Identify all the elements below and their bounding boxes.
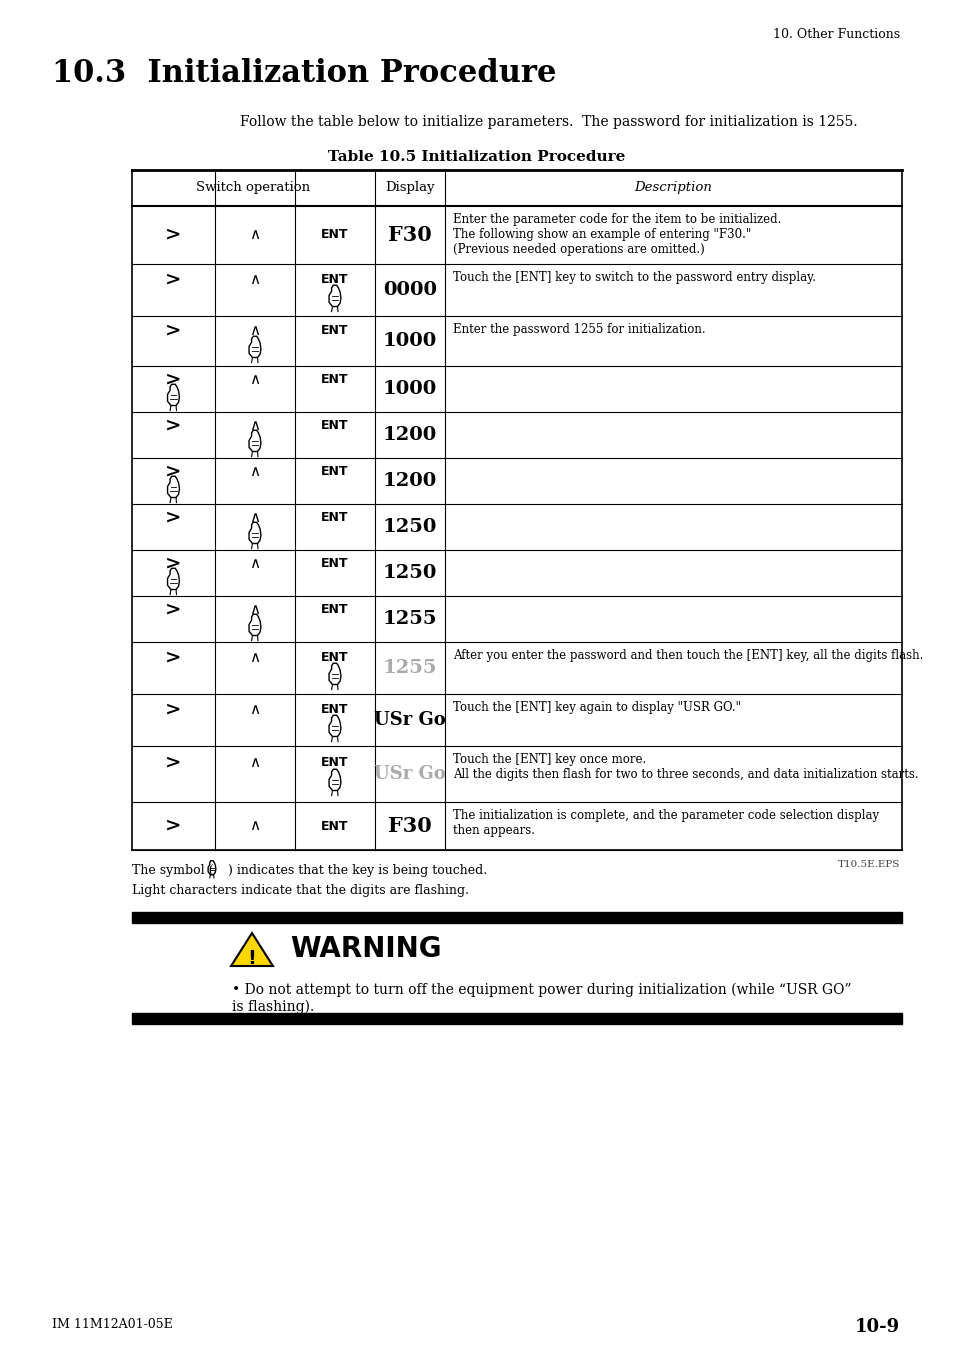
Text: ∧: ∧ <box>249 373 260 386</box>
Text: >: > <box>165 370 181 389</box>
Polygon shape <box>231 934 273 966</box>
Text: >: > <box>165 701 181 719</box>
Text: 1250: 1250 <box>382 517 436 536</box>
Text: 1200: 1200 <box>382 426 436 444</box>
Text: 1000: 1000 <box>382 332 436 350</box>
Text: Table 10.5 Initialization Procedure: Table 10.5 Initialization Procedure <box>328 150 625 163</box>
Text: !: ! <box>247 948 256 967</box>
Text: F30: F30 <box>388 226 432 245</box>
Text: ENT: ENT <box>321 757 349 769</box>
Text: >: > <box>165 226 181 245</box>
Text: ∧: ∧ <box>249 703 260 716</box>
Text: 1250: 1250 <box>382 563 436 582</box>
Text: Enter the password 1255 for initialization.: Enter the password 1255 for initializati… <box>453 323 705 336</box>
Text: >: > <box>165 817 181 835</box>
Text: >: > <box>165 463 181 481</box>
Text: ENT: ENT <box>321 820 349 832</box>
Text: T10.5E.EPS: T10.5E.EPS <box>837 861 899 869</box>
Text: >: > <box>165 555 181 573</box>
Bar <box>132 912 901 923</box>
Text: ∧: ∧ <box>249 651 260 665</box>
Text: >: > <box>165 601 181 619</box>
Text: ∧: ∧ <box>249 228 260 242</box>
Text: ENT: ENT <box>321 228 349 242</box>
Text: After you enter the password and then touch the [ENT] key, all the digits flash.: After you enter the password and then to… <box>453 648 923 662</box>
Text: ENT: ENT <box>321 511 349 524</box>
Text: Touch the [ENT] key once more.
All the digits then flash for two to three second: Touch the [ENT] key once more. All the d… <box>453 753 918 781</box>
Text: F30: F30 <box>388 816 432 836</box>
Text: USr Go: USr Go <box>374 711 445 730</box>
Text: >: > <box>165 509 181 527</box>
Text: ∧: ∧ <box>249 273 260 286</box>
Text: >: > <box>165 754 181 771</box>
Text: >: > <box>165 322 181 340</box>
Text: ENT: ENT <box>321 419 349 432</box>
Text: The initialization is complete, and the parameter code selection display
then ap: The initialization is complete, and the … <box>453 809 879 838</box>
Text: Switch operation: Switch operation <box>196 181 311 195</box>
Text: >: > <box>165 417 181 435</box>
Text: 1000: 1000 <box>382 380 436 399</box>
Text: ENT: ENT <box>321 604 349 616</box>
Text: ∧: ∧ <box>249 819 260 834</box>
Text: 10.3  Initialization Procedure: 10.3 Initialization Procedure <box>52 58 556 89</box>
Text: WARNING: WARNING <box>290 935 441 963</box>
Text: ∧: ∧ <box>249 419 260 432</box>
Text: 10-9: 10-9 <box>854 1319 899 1336</box>
Text: ENT: ENT <box>321 651 349 665</box>
Text: Description: Description <box>634 181 712 195</box>
Text: The symbol (: The symbol ( <box>132 865 213 877</box>
Text: ENT: ENT <box>321 465 349 478</box>
Text: >: > <box>165 648 181 666</box>
Text: ∧: ∧ <box>249 511 260 524</box>
Text: USr Go: USr Go <box>374 765 445 784</box>
Bar <box>132 1013 901 1024</box>
Text: ∧: ∧ <box>249 324 260 338</box>
Text: Display: Display <box>385 181 435 195</box>
Text: ENT: ENT <box>321 558 349 570</box>
Text: Follow the table below to initialize parameters.  The password for initializatio: Follow the table below to initialize par… <box>240 115 857 128</box>
Text: ENT: ENT <box>321 273 349 286</box>
Text: Light characters indicate that the digits are flashing.: Light characters indicate that the digit… <box>132 884 469 897</box>
Text: 1200: 1200 <box>382 471 436 490</box>
Text: Touch the [ENT] key again to display "USR GO.": Touch the [ENT] key again to display "US… <box>453 701 740 713</box>
Text: ∧: ∧ <box>249 557 260 571</box>
Text: 1255: 1255 <box>382 659 436 677</box>
Text: >: > <box>165 270 181 289</box>
Text: ENT: ENT <box>321 324 349 338</box>
Text: ENT: ENT <box>321 703 349 716</box>
Text: ∧: ∧ <box>249 465 260 478</box>
Text: ENT: ENT <box>321 373 349 386</box>
Text: 0000: 0000 <box>382 281 436 299</box>
Text: Touch the [ENT] key to switch to the password entry display.: Touch the [ENT] key to switch to the pas… <box>453 272 815 284</box>
Text: 1255: 1255 <box>382 611 436 628</box>
Text: ) indicates that the key is being touched.: ) indicates that the key is being touche… <box>228 865 487 877</box>
Text: IM 11M12A01-05E: IM 11M12A01-05E <box>52 1319 172 1331</box>
Text: • Do not attempt to turn off the equipment power during initialization (while “U: • Do not attempt to turn off the equipme… <box>232 984 851 1015</box>
Text: 10. Other Functions: 10. Other Functions <box>772 28 899 41</box>
Text: ∧: ∧ <box>249 755 260 770</box>
Text: Enter the parameter code for the item to be initialized.
The following show an e: Enter the parameter code for the item to… <box>453 213 781 255</box>
Text: ∧: ∧ <box>249 603 260 617</box>
